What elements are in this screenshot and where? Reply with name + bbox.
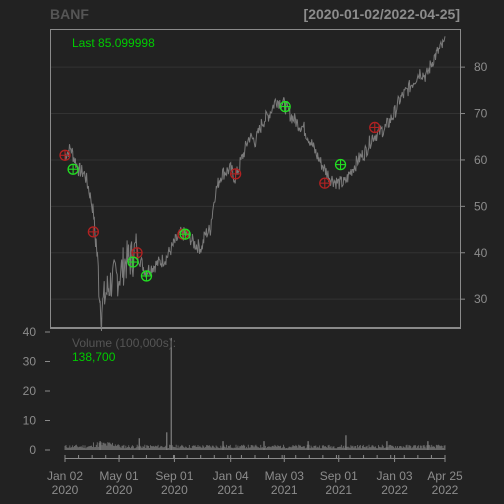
- volume-tick-label: 30: [23, 355, 37, 369]
- x-tick-label: May 03: [265, 469, 305, 483]
- price-y-axis: 30 40 50 60 70 80: [461, 60, 488, 306]
- price-grid: [51, 66, 460, 300]
- x-tick-label: Jan 02: [47, 469, 83, 483]
- volume-tick-label: 40: [23, 325, 37, 339]
- chart-title: BANF: [50, 6, 89, 22]
- green-signal-marker: [334, 158, 347, 171]
- green-signal-marker: [179, 228, 191, 240]
- green-signal-marker: [279, 100, 291, 113]
- volume-tick-label: 0: [29, 443, 36, 457]
- price-line: [64, 36, 446, 332]
- volume-tick-label: 20: [23, 384, 37, 398]
- x-tick-label: Jan 04: [213, 469, 249, 483]
- price-panel-frame: [50, 29, 461, 328]
- x-tick-year-label: 2020: [161, 483, 188, 497]
- x-tick-year-label: 2020: [52, 483, 79, 497]
- last-price-label: Last 85.099998: [72, 36, 155, 50]
- date-range: [2020-01-02/2022-04-25]: [304, 6, 460, 22]
- green-signal-marker: [127, 256, 139, 268]
- green-signal-marker: [140, 270, 153, 282]
- x-tick-year-label: 2021: [271, 483, 298, 497]
- x-tick-year-label: 2021: [217, 483, 244, 497]
- x-tick-year-label: 2022: [381, 483, 408, 497]
- price-tick-label: 60: [474, 153, 488, 167]
- volume-bars: [64, 337, 446, 450]
- price-series: [64, 36, 446, 332]
- price-tick-label: 40: [474, 246, 488, 260]
- x-tick-label: Sep 01: [155, 469, 193, 483]
- red-signal-marker: [131, 247, 143, 259]
- price-tick-label: 50: [474, 199, 488, 213]
- red-signal-marker: [369, 121, 381, 134]
- volume-baseline-bars: [64, 442, 446, 450]
- price-tick-label: 30: [474, 292, 488, 306]
- red-signal-marker: [319, 177, 331, 189]
- x-tick-label: Sep 01: [320, 469, 358, 483]
- volume-title: Volume (100,000s):: [72, 336, 176, 350]
- price-tick-label: 80: [474, 60, 488, 74]
- x-tick-year-label: 2020: [106, 483, 133, 497]
- x-tick-year-label: 2022: [432, 483, 459, 497]
- volume-value: 138,700: [72, 350, 116, 364]
- red-signal-marker: [87, 226, 100, 238]
- price-tick-label: 70: [474, 107, 488, 121]
- x-tick-label: May 01: [99, 469, 139, 483]
- x-tick-label: Jan 03: [377, 469, 413, 483]
- volume-tick-label: 10: [23, 414, 37, 428]
- volume-y-axis: 0 10 20 30 40: [23, 325, 50, 457]
- green-signal-marker: [67, 163, 79, 175]
- x-tick-label: Apr 25: [427, 469, 463, 483]
- x-tick-year-label: 2021: [325, 483, 352, 497]
- red-signal-marker: [229, 168, 242, 180]
- red-signal-marker: [59, 149, 71, 161]
- signal-markers: [59, 100, 381, 282]
